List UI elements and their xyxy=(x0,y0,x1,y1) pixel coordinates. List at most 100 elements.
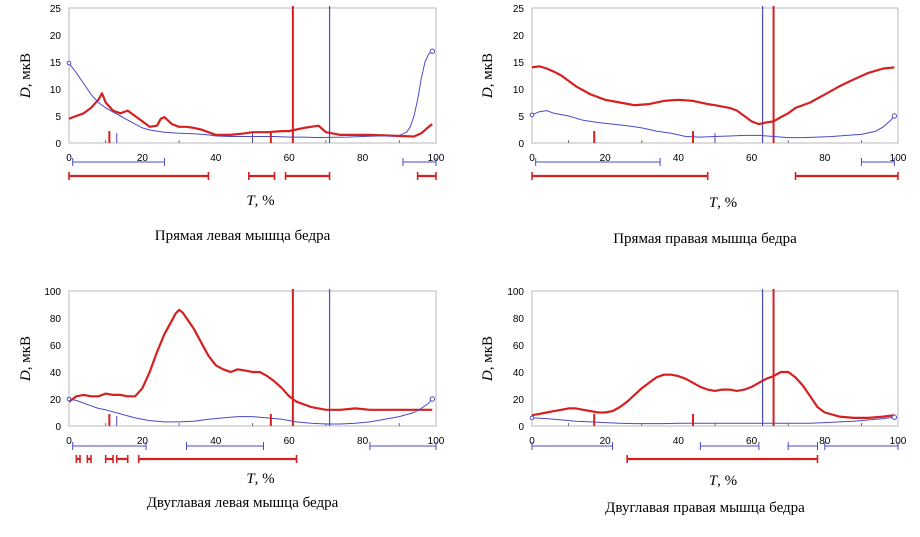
x-axis-label: T, % xyxy=(709,195,737,211)
series-blue-line xyxy=(531,110,895,139)
x-tick-label: 80 xyxy=(357,436,369,447)
chart-panel-4: 0 20 40 60 80 100 0 20 40 60 80 100 D, мкВ T, % Двугла… xyxy=(480,287,907,516)
x-axis-unit: , % xyxy=(255,471,275,487)
y-axis-label: D, мкВ xyxy=(18,53,34,99)
x-axis-label: T, % xyxy=(246,471,274,487)
x-axis-variable: T xyxy=(246,193,256,209)
x-axis-unit: , % xyxy=(717,473,737,489)
y-tick-label: 0 xyxy=(518,422,524,433)
y-tick-label: 5 xyxy=(55,112,61,123)
series-blue-line xyxy=(531,416,895,425)
x-axis-unit: , % xyxy=(255,193,275,209)
x-tick-label: 40 xyxy=(673,436,685,447)
y-tick-label: 20 xyxy=(50,31,62,42)
x-axis-variable: T xyxy=(709,195,719,211)
y-tick-label: 100 xyxy=(44,287,61,298)
x-tick-label: 80 xyxy=(819,436,831,447)
y-tick-label: 5 xyxy=(518,112,524,123)
x-tick-label: 100 xyxy=(890,436,907,447)
x-axis-label: T, % xyxy=(709,473,737,489)
series-blue-end-marker xyxy=(891,414,898,420)
series-blue-start-marker xyxy=(529,415,535,421)
x-tick-label: 60 xyxy=(284,436,296,447)
chart-panel-3: 0 20 40 60 80 100 0 20 40 60 80 100 D, мкВ T, % Двугла… xyxy=(18,287,445,511)
series-blue-line xyxy=(68,398,433,425)
series-blue-end-marker xyxy=(429,48,436,54)
y-axis-variable: D xyxy=(18,370,34,382)
x-axis-label: T, % xyxy=(246,193,274,209)
plot-frame xyxy=(68,290,437,427)
y-tick-label: 60 xyxy=(513,341,525,352)
y-tick-label: 40 xyxy=(513,368,525,379)
chart-title: Двуглавая левая мышца бедра xyxy=(147,495,339,511)
x-tick-label: 60 xyxy=(284,153,296,164)
y-tick-label: 10 xyxy=(50,85,62,96)
series-red-line xyxy=(531,65,895,126)
y-tick-label: 25 xyxy=(50,4,62,15)
series-blue-start-marker xyxy=(66,60,72,66)
series-blue-line xyxy=(68,50,433,139)
y-tick-label: 20 xyxy=(513,31,525,42)
x-axis-variable: T xyxy=(709,473,719,489)
x-axis-variable: T xyxy=(246,471,256,487)
y-axis-unit: , мкВ xyxy=(480,53,496,87)
y-axis-label: D, мкВ xyxy=(480,53,496,99)
x-axis-unit: , % xyxy=(717,195,737,211)
y-axis-variable: D xyxy=(480,87,496,99)
chart-title: Двуглавая правая мышца бедра xyxy=(605,500,805,516)
chart-panel-2: 0 5 10 15 20 25 0 20 40 60 80 100 D, мкВ T, % Прямая п… xyxy=(480,4,907,247)
x-tick-label: 0 xyxy=(66,153,72,164)
x-tick-label: 60 xyxy=(746,153,758,164)
y-axis-label: D, мкВ xyxy=(18,336,34,382)
y-axis-label: D, мкВ xyxy=(480,336,496,382)
x-tick-label: 0 xyxy=(529,153,535,164)
series-red-line xyxy=(68,92,433,138)
x-tick-label: 0 xyxy=(66,436,72,447)
x-tick-label: 40 xyxy=(210,436,222,447)
y-tick-label: 60 xyxy=(50,341,62,352)
y-tick-label: 10 xyxy=(513,85,525,96)
y-axis-variable: D xyxy=(480,370,496,382)
y-tick-label: 25 xyxy=(513,4,525,15)
x-tick-label: 20 xyxy=(137,436,149,447)
y-axis-variable: D xyxy=(18,87,34,99)
y-tick-label: 20 xyxy=(513,395,525,406)
series-blue-start-marker xyxy=(529,112,535,118)
y-tick-label: 100 xyxy=(507,287,524,298)
x-tick-label: 20 xyxy=(137,153,149,164)
y-axis-unit: , мкВ xyxy=(18,53,34,87)
plot-frame xyxy=(531,290,899,427)
y-tick-label: 20 xyxy=(50,395,62,406)
x-tick-label: 60 xyxy=(746,436,758,447)
series-blue-start-marker xyxy=(66,396,72,402)
x-tick-label: 80 xyxy=(819,153,831,164)
x-tick-label: 40 xyxy=(210,153,222,164)
series-blue-end-marker xyxy=(429,396,436,402)
chart-title: Прямая левая мышца бедра xyxy=(155,228,331,244)
x-tick-label: 100 xyxy=(890,153,907,164)
series-red-line xyxy=(68,308,433,411)
series-red-line xyxy=(531,370,895,419)
x-tick-label: 100 xyxy=(428,436,445,447)
x-tick-label: 20 xyxy=(600,436,612,447)
y-tick-label: 80 xyxy=(50,314,62,325)
x-tick-label: 40 xyxy=(673,153,685,164)
y-tick-label: 15 xyxy=(50,58,62,69)
y-tick-label: 15 xyxy=(513,58,525,69)
x-tick-label: 80 xyxy=(357,153,369,164)
y-tick-label: 0 xyxy=(518,139,524,150)
y-axis-unit: , мкВ xyxy=(18,336,34,370)
y-tick-label: 0 xyxy=(55,139,61,150)
y-tick-label: 0 xyxy=(55,422,61,433)
x-tick-label: 0 xyxy=(529,436,535,447)
plot-frame xyxy=(68,7,437,144)
x-tick-label: 20 xyxy=(600,153,612,164)
plot-frame xyxy=(531,7,899,144)
y-axis-unit: , мкВ xyxy=(480,336,496,370)
y-tick-label: 80 xyxy=(513,314,525,325)
series-blue-end-marker xyxy=(891,113,898,119)
chart-title: Прямая правая мышца бедра xyxy=(613,231,797,247)
y-tick-label: 40 xyxy=(50,368,62,379)
